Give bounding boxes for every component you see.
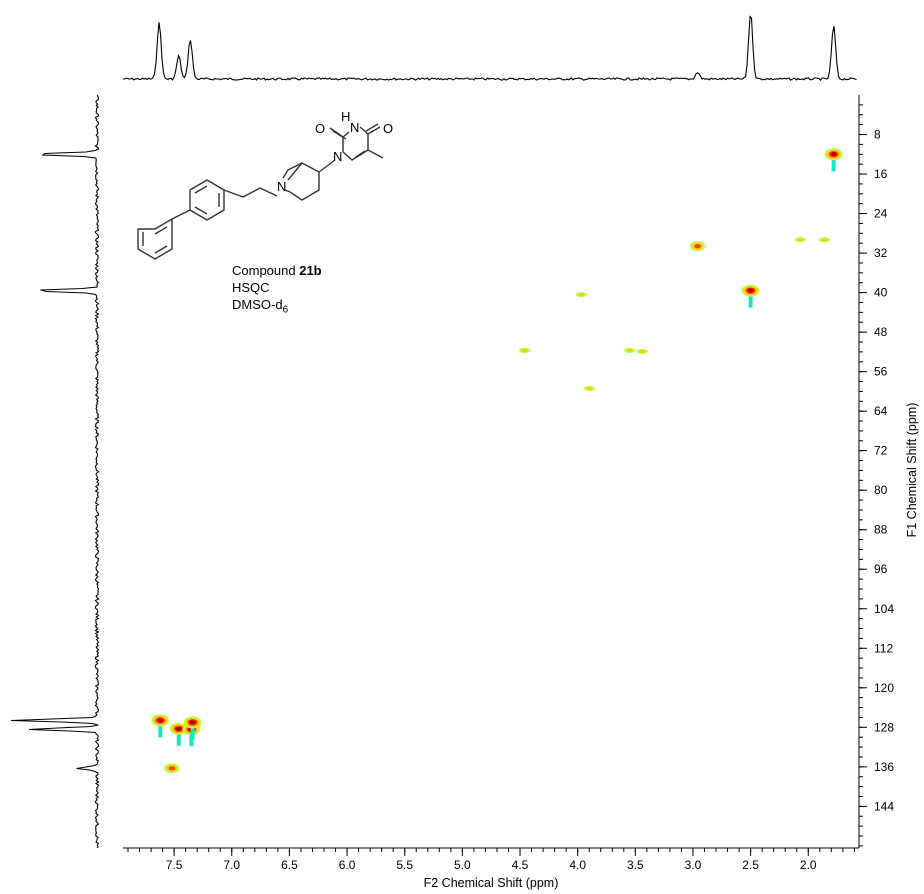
cross-peak: [689, 241, 706, 252]
x-tick-label: 5.0: [454, 858, 471, 872]
cross-peak: [151, 714, 170, 738]
x-tick-label: 3.5: [627, 858, 644, 872]
y-tick-label: 80: [874, 483, 888, 497]
negative-contour: [748, 293, 753, 308]
solvent-subscript: 6: [282, 304, 289, 316]
compound-name: Compound 21b: [232, 262, 322, 279]
x-tick-label: 7.5: [166, 858, 183, 872]
atom-h: H: [341, 109, 350, 124]
atom-n-piperidine: N: [277, 179, 286, 194]
x-tick-label: 2.0: [800, 858, 817, 872]
atom-n-bottom: N: [333, 149, 342, 164]
atom-o-left: O: [315, 121, 325, 136]
compound-annotation: Compound 21b HSQC DMSO-d6: [232, 262, 322, 319]
y-tick-label: 112: [874, 641, 893, 655]
f1-projection-trace: [10, 94, 100, 849]
cross-peak: [824, 148, 843, 172]
cross-peak: [575, 292, 587, 298]
y-tick-label: 24: [874, 207, 888, 221]
y-tick-label: 96: [874, 562, 888, 576]
negative-contour: [158, 723, 163, 738]
cross-peaks: [151, 148, 843, 774]
y-tick-label: 144: [874, 799, 894, 813]
negative-contour: [176, 731, 181, 746]
contour-level: [694, 244, 701, 249]
compound-id: 21b: [299, 263, 322, 278]
structure-atom-labels: O O H N N N: [277, 109, 393, 194]
compound-prefix: Compound: [232, 263, 300, 278]
y-tick-label: 16: [874, 167, 888, 181]
y-tick-label: 32: [874, 246, 888, 260]
x-tick-label: 4.0: [569, 858, 586, 872]
f2-projection-trace: [122, 15, 857, 81]
cross-peak: [623, 347, 636, 353]
y-tick-label: 8: [874, 128, 881, 142]
x-axis-title: F2 Chemical Shift (ppm): [424, 876, 559, 890]
y-tick-label: 56: [874, 365, 888, 379]
contour-level: [797, 238, 804, 242]
y-minor-ticks: [859, 104, 863, 847]
y-tick-label: 48: [874, 325, 888, 339]
contour-level: [157, 718, 164, 723]
solvent: DMSO-d6: [232, 296, 322, 319]
x-tick-label: 2.5: [742, 858, 759, 872]
contour-level: [577, 293, 585, 297]
atom-n-top: N: [350, 120, 359, 135]
x-tick-label: 6.0: [339, 858, 356, 872]
y-major-ticks: 8 16 24 32 40 48 56 64 72 80 88 96 104 112 120 128 136 14…: [859, 128, 894, 813]
cross-peak: [169, 722, 188, 746]
x-tick-label: 6.5: [281, 858, 298, 872]
atom-o-right: O: [383, 121, 393, 136]
contour-level: [821, 238, 828, 242]
y-tick-label: 128: [874, 720, 894, 734]
y-tick-label: 72: [874, 444, 888, 458]
cross-peak: [794, 237, 806, 243]
y-tick-label: 136: [874, 760, 894, 774]
x-tick-label: 3.0: [685, 858, 702, 872]
cross-peak: [636, 348, 648, 354]
contour-level: [586, 386, 593, 390]
x-major-ticks: 7.5 7.0 6.5 6.0 5.5 5.0 4.5 4.0 3.5 3.0 2.5 2.0: [166, 848, 817, 872]
negative-contour: [831, 157, 836, 172]
contour-level: [521, 348, 528, 352]
x-tick-label: 7.0: [223, 858, 240, 872]
contour-level: [175, 726, 182, 731]
cross-peak: [818, 237, 831, 243]
experiment-type: HSQC: [232, 280, 270, 295]
y-tick-label: 64: [874, 404, 888, 418]
y-tick-label: 40: [874, 286, 888, 300]
cross-peak: [519, 347, 531, 353]
contour-level: [189, 720, 196, 725]
chemical-structure: [137, 123, 384, 260]
contour-level: [168, 766, 175, 771]
y-axis-title: F1 Chemical Shift (ppm): [905, 403, 919, 538]
cross-peak: [183, 716, 202, 740]
cross-peak: [741, 284, 760, 308]
contour-level: [626, 348, 633, 352]
y-tick-label: 120: [874, 681, 894, 695]
x-tick-label: 4.5: [512, 858, 529, 872]
cross-peak: [164, 763, 180, 774]
negative-contour: [190, 725, 195, 740]
solvent-base: DMSO-d: [232, 297, 283, 312]
cross-peak: [583, 385, 595, 391]
x-tick-label: 5.5: [396, 858, 413, 872]
y-tick-label: 88: [874, 523, 888, 537]
contour-level: [830, 152, 837, 157]
contour-level: [639, 349, 646, 353]
contour-level: [747, 288, 754, 293]
y-tick-label: 104: [874, 602, 894, 616]
x-minor-ticks: [127, 848, 855, 852]
